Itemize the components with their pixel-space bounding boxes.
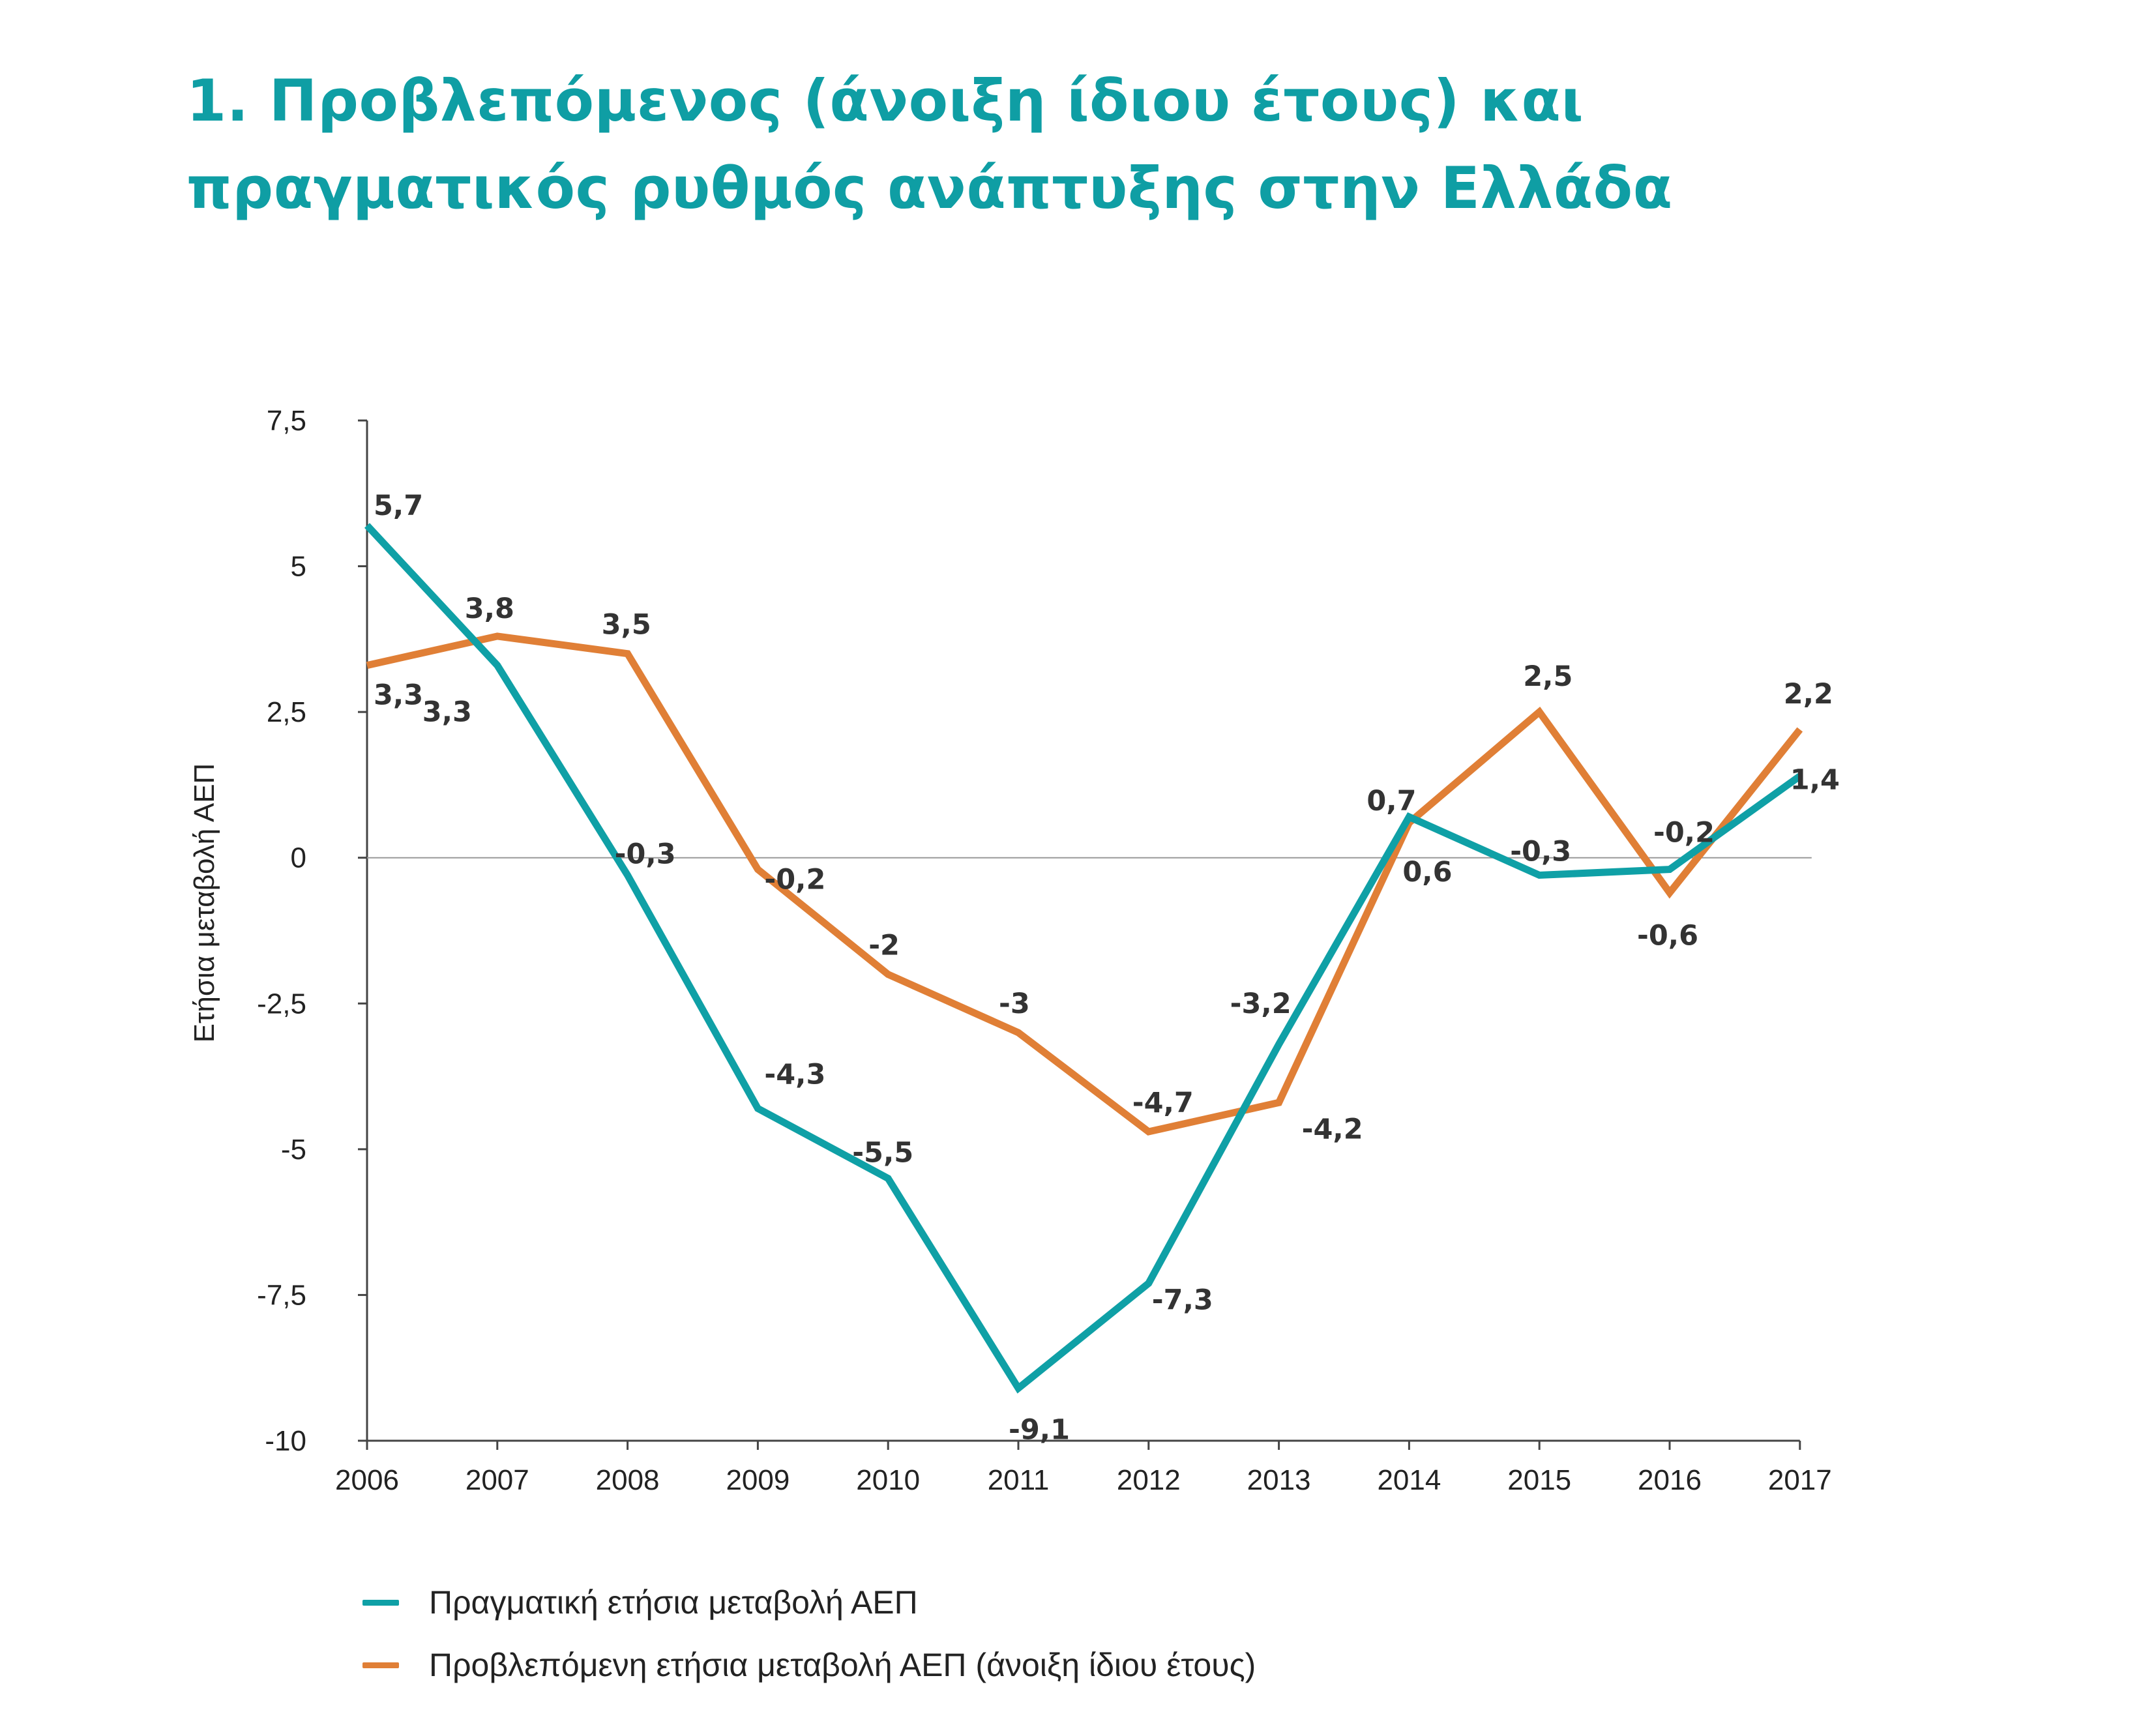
data-label-forecast: 0,6: [1402, 856, 1452, 889]
data-label-forecast: 2,5: [1523, 660, 1573, 693]
data-label-actual: 0,7: [1366, 785, 1416, 817]
data-label-forecast: -4,7: [1132, 1087, 1194, 1119]
y-tick-label: 5: [291, 551, 306, 583]
x-tick-label: 2014: [1377, 1464, 1441, 1496]
y-tick-label: 0: [291, 842, 306, 874]
x-tick-label: 2006: [335, 1464, 399, 1496]
chart-title-line-1: 1. Προβλεπόμενος (άνοιξη ίδιου έτους) κα…: [186, 67, 1584, 134]
series-lines: [364, 523, 1803, 1394]
x-tick-label: 2012: [1117, 1464, 1181, 1496]
data-label-actual: 5,7: [374, 490, 423, 522]
y-tick-label: 7,5: [267, 405, 306, 437]
legend-label-actual: Πραγματική ετήσια μεταβολή ΑΕΠ: [429, 1584, 918, 1621]
x-tick-label: 2009: [726, 1464, 790, 1496]
legend-label-forecast: Προβλεπόμενη ετήσια μεταβολή ΑΕΠ (άνοιξη…: [429, 1647, 1256, 1683]
data-label-actual: -3,2: [1230, 988, 1292, 1020]
x-tick-label: 2016: [1638, 1464, 1702, 1496]
y-tick-label: -5: [281, 1134, 306, 1166]
data-label-actual: -5,5: [852, 1137, 913, 1170]
x-tick-label: 2008: [596, 1464, 660, 1496]
chart-title: 1. Προβλεπόμενος (άνοιξη ίδιου έτους) κα…: [186, 57, 1947, 232]
chart-title-line-2: πραγματικός ρυθμός ανάπτυξης στην Ελλάδα: [186, 155, 1673, 222]
chart-axes: [366, 420, 1812, 1442]
y-axis-label: Ετήσια μεταβολή ΑΕΠ: [188, 763, 220, 1043]
data-label-actual: -0,2: [1653, 817, 1715, 849]
x-tick-label: 2011: [988, 1464, 1050, 1496]
x-tick-label: 2017: [1768, 1464, 1832, 1496]
x-tick-label: 2013: [1247, 1464, 1311, 1496]
series-line-forecast: [366, 632, 1803, 1136]
data-label-actual: 1,4: [1790, 764, 1840, 797]
data-label-actual: -9,1: [1009, 1414, 1070, 1447]
x-tick-label: 2007: [465, 1464, 529, 1496]
y-tick-label: 2,5: [267, 696, 306, 728]
y-tick-label: -10: [265, 1425, 306, 1457]
data-label-forecast: -3: [999, 988, 1030, 1020]
data-label-forecast: -0,6: [1637, 919, 1698, 952]
legend: Πραγματική ετήσια μεταβολή ΑΕΠ Προβλεπόμ…: [362, 1571, 1256, 1696]
series-line-actual: [364, 523, 1803, 1394]
data-label-forecast: 3,3: [374, 679, 423, 712]
y-tick-label: -7,5: [257, 1279, 306, 1311]
x-axis-ticks: 2006 2007 2008 2009 2010 2011 2012 2013 2014 2015…: [335, 1441, 1832, 1496]
y-axis-ticks: 7,5 5 2,5 0 -2,5 -5 -7,5 -10: [257, 405, 367, 1457]
data-label-actual: -7,3: [1152, 1284, 1213, 1317]
x-tick-label: 2015: [1507, 1464, 1571, 1496]
legend-item-forecast: Προβλεπόμενη ετήσια μεταβολή ΑΕΠ (άνοιξη…: [362, 1634, 1256, 1696]
data-label-actual: -0,3: [615, 838, 676, 871]
x-tick-label: 2010: [856, 1464, 920, 1496]
data-label-forecast: -2: [868, 930, 900, 962]
legend-swatch-actual: [362, 1599, 399, 1606]
data-label-forecast: 3,5: [602, 609, 651, 641]
data-label-forecast: -4,2: [1302, 1113, 1363, 1145]
legend-item-actual: Πραγματική ετήσια μεταβολή ΑΕΠ: [362, 1571, 1256, 1634]
data-label-actual: -0,3: [1510, 836, 1571, 868]
data-labels: 5,7 3,3 -0,3 -4,3 -5,5 -9,1 -7,3 -3,2 0,7 -0,3 -0,…: [374, 490, 1840, 1447]
data-label-forecast: 2,2: [1784, 678, 1833, 711]
data-label-actual: 3,3: [422, 696, 472, 729]
y-tick-label: -2,5: [257, 988, 306, 1020]
legend-swatch-forecast: [362, 1662, 399, 1668]
data-label-actual: -4,3: [764, 1058, 825, 1091]
data-label-forecast: -0,2: [764, 864, 825, 896]
data-label-forecast: 3,8: [465, 593, 514, 625]
